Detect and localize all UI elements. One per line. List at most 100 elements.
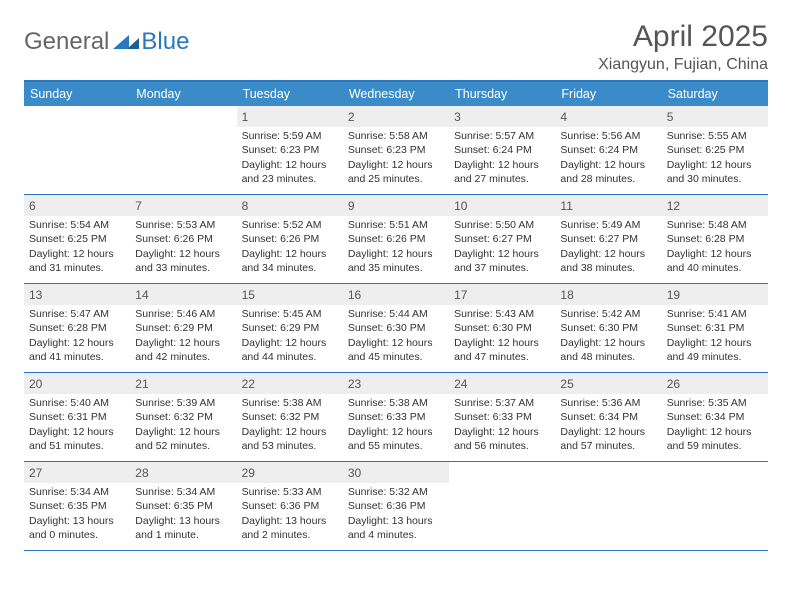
sunset-text: Sunset: 6:29 PM bbox=[135, 321, 231, 335]
week-row: 20Sunrise: 5:40 AMSunset: 6:31 PMDayligh… bbox=[24, 373, 768, 462]
sunset-text: Sunset: 6:24 PM bbox=[454, 143, 550, 157]
day-cell: 9Sunrise: 5:51 AMSunset: 6:26 PMDaylight… bbox=[343, 195, 449, 283]
day-cell: 21Sunrise: 5:39 AMSunset: 6:32 PMDayligh… bbox=[130, 373, 236, 461]
day-number: 20 bbox=[24, 373, 130, 394]
day-number: 2 bbox=[343, 106, 449, 127]
day-info: Sunrise: 5:59 AMSunset: 6:23 PMDaylight:… bbox=[237, 129, 343, 186]
empty-day-cell bbox=[24, 106, 130, 194]
sunset-text: Sunset: 6:25 PM bbox=[29, 232, 125, 246]
sunrise-text: Sunrise: 5:38 AM bbox=[242, 396, 338, 410]
daylight-text: Daylight: 13 hours and 2 minutes. bbox=[242, 514, 338, 542]
logo-text-blue: Blue bbox=[141, 28, 189, 56]
sunrise-text: Sunrise: 5:45 AM bbox=[242, 307, 338, 321]
sunrise-text: Sunrise: 5:41 AM bbox=[667, 307, 763, 321]
sunset-text: Sunset: 6:30 PM bbox=[348, 321, 444, 335]
day-number: 26 bbox=[662, 373, 768, 394]
sunrise-text: Sunrise: 5:52 AM bbox=[242, 218, 338, 232]
day-number: 14 bbox=[130, 284, 236, 305]
day-info: Sunrise: 5:42 AMSunset: 6:30 PMDaylight:… bbox=[555, 307, 661, 364]
week-row: 1Sunrise: 5:59 AMSunset: 6:23 PMDaylight… bbox=[24, 106, 768, 195]
sunset-text: Sunset: 6:36 PM bbox=[242, 499, 338, 513]
day-cell: 24Sunrise: 5:37 AMSunset: 6:33 PMDayligh… bbox=[449, 373, 555, 461]
day-info: Sunrise: 5:49 AMSunset: 6:27 PMDaylight:… bbox=[555, 218, 661, 275]
day-cell: 12Sunrise: 5:48 AMSunset: 6:28 PMDayligh… bbox=[662, 195, 768, 283]
daylight-text: Daylight: 12 hours and 25 minutes. bbox=[348, 158, 444, 186]
day-cell: 3Sunrise: 5:57 AMSunset: 6:24 PMDaylight… bbox=[449, 106, 555, 194]
day-number: 18 bbox=[555, 284, 661, 305]
daylight-text: Daylight: 12 hours and 52 minutes. bbox=[135, 425, 231, 453]
weekday-header: Sunday bbox=[24, 82, 130, 106]
daylight-text: Daylight: 12 hours and 42 minutes. bbox=[135, 336, 231, 364]
sunrise-text: Sunrise: 5:54 AM bbox=[29, 218, 125, 232]
sunrise-text: Sunrise: 5:42 AM bbox=[560, 307, 656, 321]
sunset-text: Sunset: 6:31 PM bbox=[667, 321, 763, 335]
sunset-text: Sunset: 6:35 PM bbox=[135, 499, 231, 513]
sunrise-text: Sunrise: 5:47 AM bbox=[29, 307, 125, 321]
day-number: 6 bbox=[24, 195, 130, 216]
sunrise-text: Sunrise: 5:58 AM bbox=[348, 129, 444, 143]
day-number: 13 bbox=[24, 284, 130, 305]
daylight-text: Daylight: 12 hours and 38 minutes. bbox=[560, 247, 656, 275]
day-cell: 17Sunrise: 5:43 AMSunset: 6:30 PMDayligh… bbox=[449, 284, 555, 372]
day-info: Sunrise: 5:33 AMSunset: 6:36 PMDaylight:… bbox=[237, 485, 343, 542]
daylight-text: Daylight: 12 hours and 28 minutes. bbox=[560, 158, 656, 186]
sunrise-text: Sunrise: 5:48 AM bbox=[667, 218, 763, 232]
day-info: Sunrise: 5:57 AMSunset: 6:24 PMDaylight:… bbox=[449, 129, 555, 186]
daylight-text: Daylight: 12 hours and 35 minutes. bbox=[348, 247, 444, 275]
week-row: 6Sunrise: 5:54 AMSunset: 6:25 PMDaylight… bbox=[24, 195, 768, 284]
sunset-text: Sunset: 6:33 PM bbox=[454, 410, 550, 424]
sunrise-text: Sunrise: 5:32 AM bbox=[348, 485, 444, 499]
day-number: 8 bbox=[237, 195, 343, 216]
day-info: Sunrise: 5:40 AMSunset: 6:31 PMDaylight:… bbox=[24, 396, 130, 453]
daylight-text: Daylight: 12 hours and 59 minutes. bbox=[667, 425, 763, 453]
day-cell: 16Sunrise: 5:44 AMSunset: 6:30 PMDayligh… bbox=[343, 284, 449, 372]
day-info: Sunrise: 5:36 AMSunset: 6:34 PMDaylight:… bbox=[555, 396, 661, 453]
week-row: 13Sunrise: 5:47 AMSunset: 6:28 PMDayligh… bbox=[24, 284, 768, 373]
day-cell: 27Sunrise: 5:34 AMSunset: 6:35 PMDayligh… bbox=[24, 462, 130, 550]
sunrise-text: Sunrise: 5:55 AM bbox=[667, 129, 763, 143]
sunrise-text: Sunrise: 5:36 AM bbox=[560, 396, 656, 410]
sunset-text: Sunset: 6:23 PM bbox=[242, 143, 338, 157]
day-cell: 8Sunrise: 5:52 AMSunset: 6:26 PMDaylight… bbox=[237, 195, 343, 283]
day-info: Sunrise: 5:37 AMSunset: 6:33 PMDaylight:… bbox=[449, 396, 555, 453]
sunrise-text: Sunrise: 5:51 AM bbox=[348, 218, 444, 232]
sunrise-text: Sunrise: 5:53 AM bbox=[135, 218, 231, 232]
day-info: Sunrise: 5:50 AMSunset: 6:27 PMDaylight:… bbox=[449, 218, 555, 275]
weekday-header: Saturday bbox=[662, 82, 768, 106]
logo-triangle-icon bbox=[113, 31, 139, 54]
sunrise-text: Sunrise: 5:39 AM bbox=[135, 396, 231, 410]
sunrise-text: Sunrise: 5:50 AM bbox=[454, 218, 550, 232]
day-info: Sunrise: 5:38 AMSunset: 6:33 PMDaylight:… bbox=[343, 396, 449, 453]
sunset-text: Sunset: 6:29 PM bbox=[242, 321, 338, 335]
day-cell: 14Sunrise: 5:46 AMSunset: 6:29 PMDayligh… bbox=[130, 284, 236, 372]
day-cell: 11Sunrise: 5:49 AMSunset: 6:27 PMDayligh… bbox=[555, 195, 661, 283]
day-info: Sunrise: 5:46 AMSunset: 6:29 PMDaylight:… bbox=[130, 307, 236, 364]
day-info: Sunrise: 5:41 AMSunset: 6:31 PMDaylight:… bbox=[662, 307, 768, 364]
sunrise-text: Sunrise: 5:59 AM bbox=[242, 129, 338, 143]
day-cell: 30Sunrise: 5:32 AMSunset: 6:36 PMDayligh… bbox=[343, 462, 449, 550]
day-cell: 23Sunrise: 5:38 AMSunset: 6:33 PMDayligh… bbox=[343, 373, 449, 461]
day-cell: 25Sunrise: 5:36 AMSunset: 6:34 PMDayligh… bbox=[555, 373, 661, 461]
day-info: Sunrise: 5:38 AMSunset: 6:32 PMDaylight:… bbox=[237, 396, 343, 453]
sunrise-text: Sunrise: 5:38 AM bbox=[348, 396, 444, 410]
sunrise-text: Sunrise: 5:34 AM bbox=[29, 485, 125, 499]
day-info: Sunrise: 5:54 AMSunset: 6:25 PMDaylight:… bbox=[24, 218, 130, 275]
sunset-text: Sunset: 6:34 PM bbox=[667, 410, 763, 424]
sunset-text: Sunset: 6:34 PM bbox=[560, 410, 656, 424]
day-cell: 2Sunrise: 5:58 AMSunset: 6:23 PMDaylight… bbox=[343, 106, 449, 194]
sunset-text: Sunset: 6:31 PM bbox=[29, 410, 125, 424]
day-info: Sunrise: 5:53 AMSunset: 6:26 PMDaylight:… bbox=[130, 218, 236, 275]
sunrise-text: Sunrise: 5:40 AM bbox=[29, 396, 125, 410]
day-info: Sunrise: 5:34 AMSunset: 6:35 PMDaylight:… bbox=[24, 485, 130, 542]
location-text: Xiangyun, Fujian, China bbox=[598, 56, 768, 74]
sunrise-text: Sunrise: 5:46 AM bbox=[135, 307, 231, 321]
daylight-text: Daylight: 12 hours and 44 minutes. bbox=[242, 336, 338, 364]
day-info: Sunrise: 5:47 AMSunset: 6:28 PMDaylight:… bbox=[24, 307, 130, 364]
daylight-text: Daylight: 12 hours and 40 minutes. bbox=[667, 247, 763, 275]
day-info: Sunrise: 5:32 AMSunset: 6:36 PMDaylight:… bbox=[343, 485, 449, 542]
logo: General Blue bbox=[24, 28, 189, 56]
day-info: Sunrise: 5:48 AMSunset: 6:28 PMDaylight:… bbox=[662, 218, 768, 275]
empty-day-cell bbox=[662, 462, 768, 550]
sunrise-text: Sunrise: 5:37 AM bbox=[454, 396, 550, 410]
day-number: 22 bbox=[237, 373, 343, 394]
